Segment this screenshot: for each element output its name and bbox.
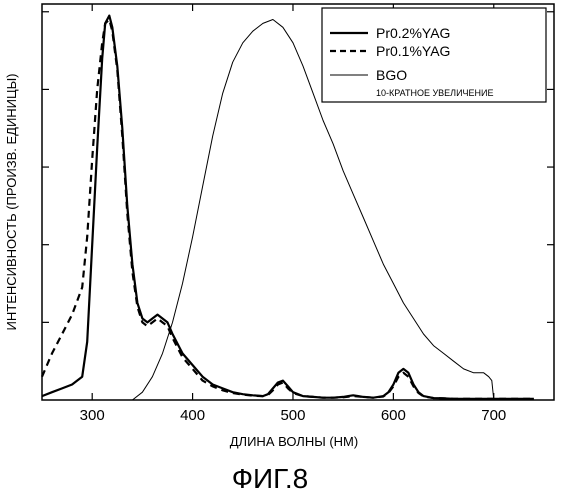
x-tick-label-700: 700 bbox=[481, 407, 506, 424]
figure-caption: ФИГ.8 bbox=[232, 463, 309, 494]
x-tick-label-400: 400 bbox=[180, 407, 205, 424]
x-axis-label: ДЛИНА ВОЛНЫ (НМ) bbox=[230, 434, 358, 449]
legend-note: 10-КРАТНОЕ УВЕЛИЧЕНИЕ bbox=[376, 88, 494, 98]
x-tick-label-600: 600 bbox=[381, 407, 406, 424]
legend-label-bgo: BGO bbox=[376, 67, 407, 83]
y-axis-label: ИНТЕНСИВНОСТЬ (ПРОИЗВ. ЕДИНИЦЫ) bbox=[4, 74, 19, 331]
legend-label-pr02: Pr0.2%YAG bbox=[376, 25, 450, 41]
x-tick-label-500: 500 bbox=[280, 407, 305, 424]
x-tick-label-300: 300 bbox=[80, 407, 105, 424]
legend: Pr0.2%YAG Pr0.1%YAG BGO 10-КРАТНОЕ УВЕЛИ… bbox=[322, 8, 546, 102]
legend-label-pr01: Pr0.1%YAG bbox=[376, 43, 450, 59]
